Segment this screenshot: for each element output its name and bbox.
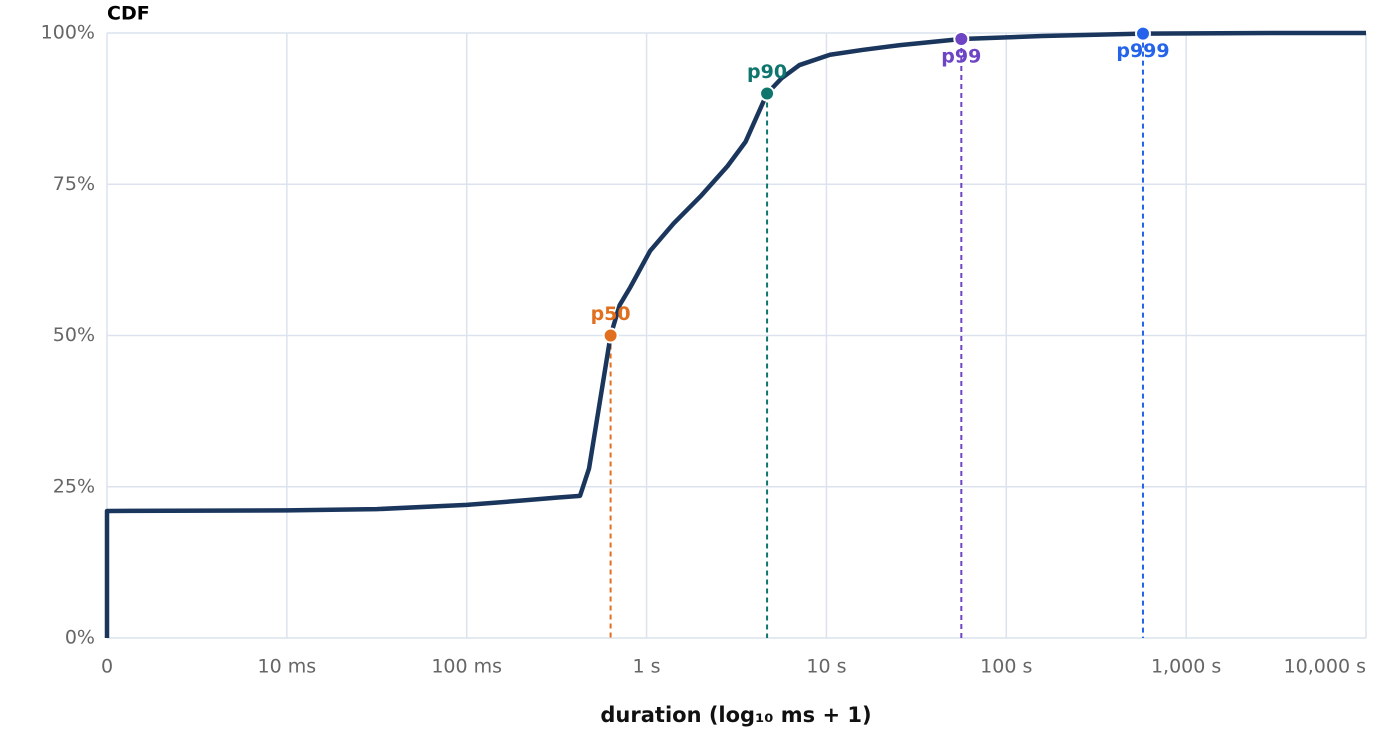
x-tick-label: 100 s	[980, 656, 1032, 678]
percentile-marker	[602, 327, 619, 344]
percentile-label: p99	[941, 46, 981, 68]
x-tick-label: 1,000 s	[1151, 656, 1221, 678]
x-tick-label: 1 s	[633, 656, 661, 678]
x-axis-label: duration (log₁₀ ms + 1)	[600, 703, 871, 727]
percentile-marker	[759, 85, 776, 102]
x-tick-label: 10,000 s	[1284, 656, 1366, 678]
percentile-marker	[1134, 25, 1151, 42]
x-tick-label: 10 s	[806, 656, 846, 678]
x-tick-label: 10 ms	[258, 656, 317, 678]
y-tick-label: 25%	[53, 475, 95, 497]
percentile-label: p90	[747, 61, 787, 83]
percentile-marker	[953, 31, 970, 48]
x-tick-label: 100 ms	[431, 656, 502, 678]
percentile-label: p999	[1116, 40, 1169, 62]
percentile-label: p50	[591, 303, 631, 325]
x-tick-label: 0	[101, 656, 113, 678]
cdf-line	[104, 30, 1366, 638]
y-tick-label: 50%	[53, 324, 95, 346]
y-tick-label: 100%	[41, 22, 95, 44]
chart-title: CDF	[107, 3, 150, 25]
y-tick-label: 75%	[53, 173, 95, 195]
y-tick-label: 0%	[65, 627, 95, 649]
